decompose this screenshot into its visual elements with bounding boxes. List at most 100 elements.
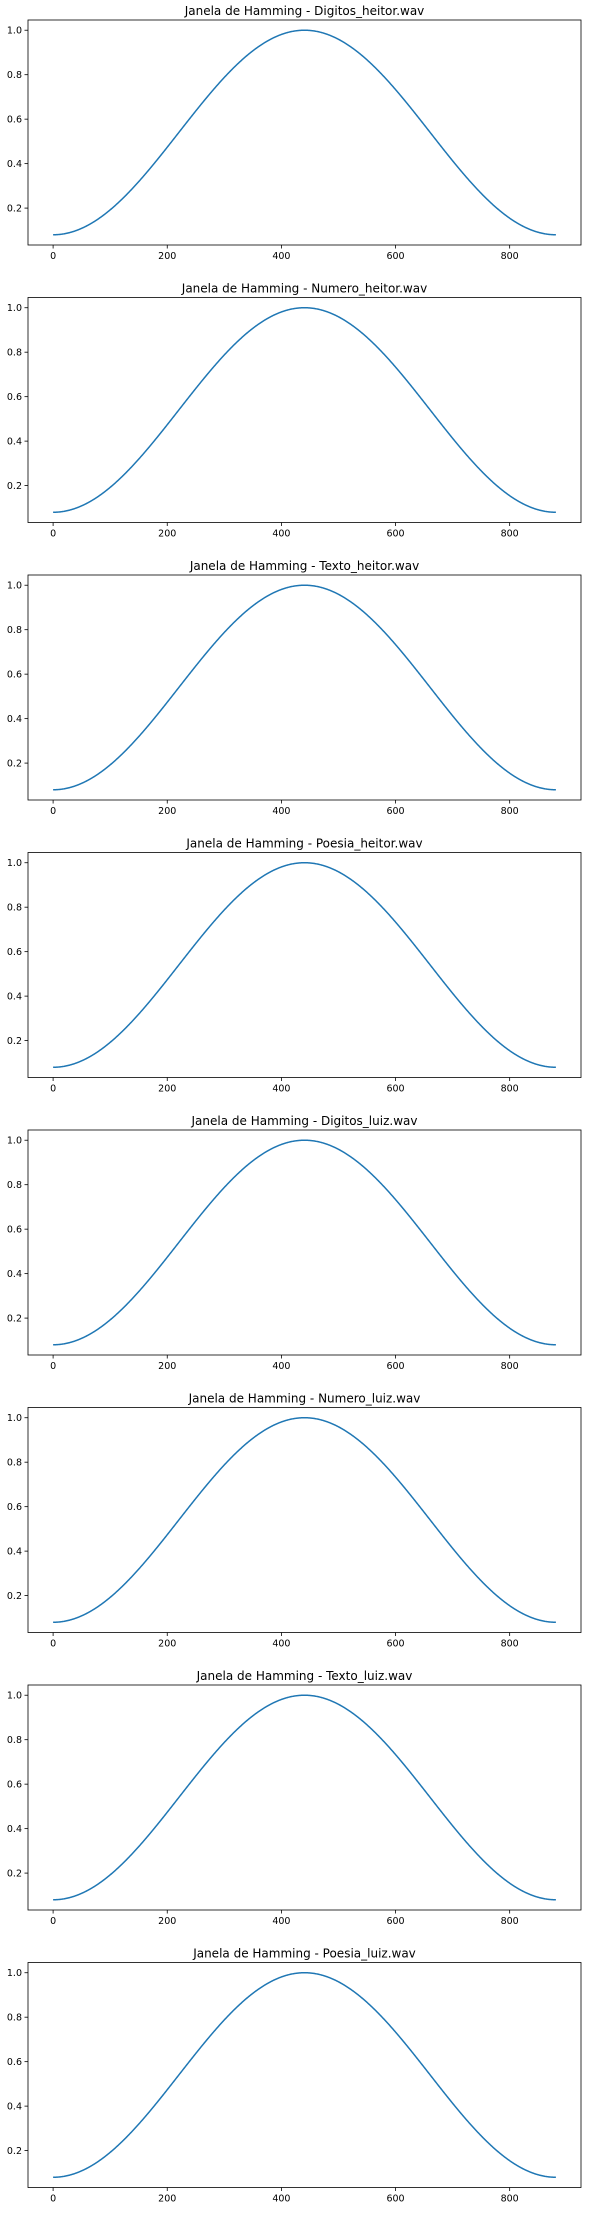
- hamming-window-line: [53, 1971, 556, 2179]
- y-tick-label: 1.0: [7, 1691, 22, 1702]
- axes-frame: [27, 1962, 582, 2188]
- x-tick-label: 600: [386, 2194, 404, 2205]
- y-tick-label: 0.8: [7, 625, 22, 636]
- x-tick-label: 0: [50, 2194, 56, 2205]
- subplot-7: Janela de Hamming - Texto_luiz.wav 0 200 40…: [7, 1669, 582, 1927]
- x-tick-label: 800: [501, 1639, 519, 1650]
- x-tick-label: 200: [158, 1361, 176, 1372]
- y-tick-label: 0.4: [7, 1547, 22, 1558]
- x-tick-label: 0: [50, 529, 56, 540]
- y-tick-label: 0.8: [7, 348, 22, 359]
- x-tick-label: 800: [501, 1084, 519, 1095]
- y-tick-label: 0.4: [7, 2102, 22, 2113]
- subplot-title: Janela de Hamming - Numero_heitor.wav: [181, 282, 427, 296]
- x-tick-label: 600: [386, 1916, 404, 1927]
- axes-frame: [27, 574, 582, 801]
- x-tick-label: 0: [50, 1639, 56, 1650]
- subplot-4: Janela de Hamming - Poesia_heitor.wav 0 20…: [7, 837, 582, 1095]
- y-tick-label: 0.2: [7, 759, 22, 770]
- x-tick-label: 400: [272, 529, 290, 540]
- x-tick-label: 600: [386, 1639, 404, 1650]
- x-tick-label: 400: [272, 1639, 290, 1650]
- x-tick-label: 800: [501, 2194, 519, 2205]
- x-tick-label: 200: [158, 529, 176, 540]
- x-tick-label: 600: [386, 251, 404, 262]
- hamming-window-line: [53, 861, 556, 1069]
- subplot-6: Janela de Hamming - Numero_luiz.wav 0 200 4…: [7, 1392, 582, 1650]
- x-tick-label: 200: [158, 2194, 176, 2205]
- subplot-2: Janela de Hamming - Numero_heitor.wav 0 20…: [7, 282, 582, 540]
- x-tick-label: 400: [272, 1916, 290, 1927]
- x-tick-label: 400: [272, 1084, 290, 1095]
- y-tick-label: 0.6: [7, 1225, 22, 1236]
- y-tick-label: 0.6: [7, 947, 22, 958]
- x-tick-label: 400: [272, 2194, 290, 2205]
- axes-frame: [27, 852, 582, 1078]
- y-tick-label: 0.2: [7, 1869, 22, 1880]
- y-tick-label: 1.0: [7, 1413, 22, 1424]
- y-tick-label: 0.6: [7, 392, 22, 403]
- x-tick-label: 600: [386, 1361, 404, 1372]
- y-tick-label: 0.4: [7, 714, 22, 725]
- x-tick-label: 200: [158, 1916, 176, 1927]
- y-tick-label: 1.0: [7, 1968, 22, 1979]
- x-tick-label: 0: [50, 251, 56, 262]
- x-tick-label: 600: [386, 529, 404, 540]
- hamming-window-line: [53, 1694, 556, 1901]
- hamming-window-line: [53, 306, 556, 514]
- subplot-title: Janela de Hamming - Poesia_luiz.wav: [192, 1947, 416, 1961]
- y-tick-label: 0.2: [7, 2146, 22, 2157]
- x-tick-label: 200: [158, 1084, 176, 1095]
- axes-frame: [27, 297, 582, 523]
- subplot-title: Janela de Hamming - Texto_luiz.wav: [196, 1669, 413, 1683]
- subplot-3: Janela de Hamming - Texto_heitor.wav 0 200…: [7, 559, 582, 817]
- x-tick-label: 0: [50, 1916, 56, 1927]
- y-tick-label: 1.0: [7, 303, 22, 314]
- y-tick-label: 0.4: [7, 1824, 22, 1835]
- subplot-title: Janela de Hamming - Numero_luiz.wav: [188, 1392, 421, 1406]
- subplot-title: Janela de Hamming - Poesia_heitor.wav: [185, 837, 422, 851]
- hamming-window-line: [53, 584, 556, 791]
- y-tick-label: 0.6: [7, 115, 22, 126]
- x-tick-label: 800: [501, 251, 519, 262]
- subplot-8: Janela de Hamming - Poesia_luiz.wav 0 200 4…: [7, 1947, 582, 2205]
- hamming-window-line: [53, 29, 556, 236]
- y-tick-label: 0.2: [7, 204, 22, 215]
- axes-frame: [27, 19, 582, 246]
- y-tick-label: 0.2: [7, 481, 22, 492]
- axes-frame: [27, 1407, 582, 1633]
- x-tick-label: 400: [272, 1361, 290, 1372]
- y-tick-label: 0.2: [7, 1036, 22, 1047]
- y-tick-label: 0.4: [7, 159, 22, 170]
- y-tick-label: 0.8: [7, 1180, 22, 1191]
- x-tick-label: 200: [158, 806, 176, 817]
- y-tick-label: 0.2: [7, 1591, 22, 1602]
- y-tick-label: 0.6: [7, 2057, 22, 2068]
- y-tick-label: 1.0: [7, 581, 22, 592]
- hamming-window-line: [53, 1416, 556, 1624]
- x-tick-label: 600: [386, 1084, 404, 1095]
- y-tick-label: 0.8: [7, 1735, 22, 1746]
- y-tick-label: 0.8: [7, 2013, 22, 2024]
- x-tick-label: 0: [50, 806, 56, 817]
- y-tick-label: 0.2: [7, 1314, 22, 1325]
- subplot-1: Janela de Hamming - Digitos_heitor.wav 0 2…: [7, 4, 582, 262]
- x-tick-label: 800: [501, 806, 519, 817]
- y-tick-label: 0.4: [7, 992, 22, 1003]
- x-tick-label: 0: [50, 1084, 56, 1095]
- x-tick-label: 200: [158, 251, 176, 262]
- y-tick-label: 0.6: [7, 670, 22, 681]
- y-tick-label: 0.8: [7, 70, 22, 81]
- hamming-window-line: [53, 1139, 556, 1346]
- x-tick-label: 800: [501, 529, 519, 540]
- x-tick-label: 400: [272, 806, 290, 817]
- y-tick-label: 1.0: [7, 858, 22, 869]
- subplot-5: Janela de Hamming - Digitos_luiz.wav 0 200…: [7, 1114, 582, 1372]
- x-tick-label: 400: [272, 251, 290, 262]
- y-tick-label: 0.6: [7, 1502, 22, 1513]
- y-tick-label: 0.8: [7, 1458, 22, 1469]
- x-tick-label: 0: [50, 1361, 56, 1372]
- subplot-title: Janela de Hamming - Digitos_luiz.wav: [191, 1114, 418, 1128]
- x-tick-label: 200: [158, 1639, 176, 1650]
